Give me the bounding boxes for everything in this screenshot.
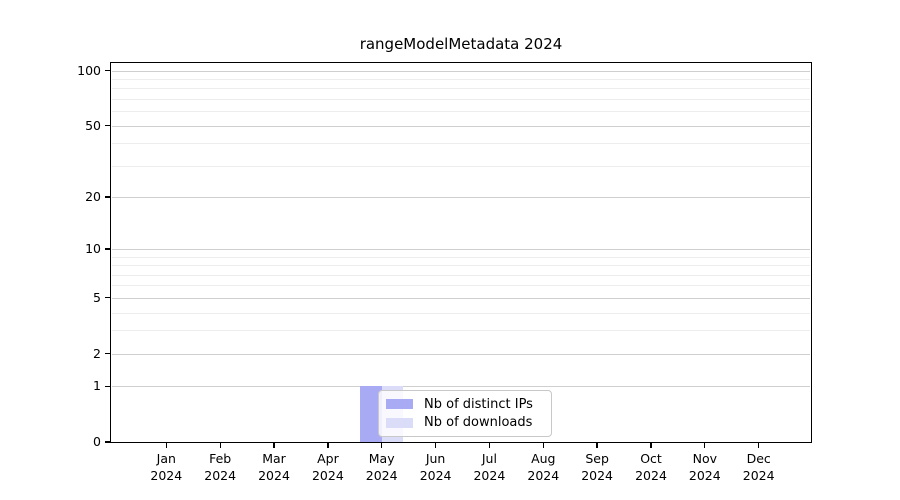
gridline-major-y10 <box>112 249 810 250</box>
gridline-minor-y80 <box>112 88 810 90</box>
x-tick-year: 2024 <box>311 467 344 483</box>
legend-label: Nb of downloads <box>424 415 533 431</box>
gridline-minor-y60 <box>112 111 810 113</box>
x-tick-label: Mar 2024 <box>246 451 302 484</box>
x-tick-label: Feb 2024 <box>192 451 248 484</box>
x-tick-label: Aug 2024 <box>515 451 571 484</box>
x-tick-year: 2024 <box>258 467 290 483</box>
x-tick-label: May 2024 <box>354 451 410 484</box>
y-tick-mark-0 <box>105 441 110 443</box>
x-tick-label: Nov 2024 <box>677 451 733 484</box>
x-tick-label: Jan 2024 <box>138 451 194 484</box>
gridline-minor-y30 <box>112 165 810 167</box>
y-tick-label: 100 <box>77 62 101 78</box>
x-tick-mark-jun <box>434 443 437 448</box>
gridline-minor-y70 <box>112 99 810 100</box>
y-tick-mark-100 <box>105 69 110 72</box>
gridline-minor-y90 <box>112 79 810 80</box>
x-tick-year: 2024 <box>581 467 613 483</box>
y-tick-mark-50 <box>105 124 110 127</box>
y-tick-label: 10 <box>85 241 101 256</box>
x-tick-year: 2024 <box>635 467 667 483</box>
gridline-major-y20 <box>112 197 810 198</box>
x-tick-mark-oct <box>650 443 652 448</box>
y-tick-mark-20 <box>105 196 110 198</box>
gridline-major-y1 <box>112 386 810 388</box>
chart-title: rangeModelMetadata 2024 <box>359 35 563 53</box>
y-tick-label: 50 <box>85 117 101 133</box>
x-tick-mark-aug <box>542 443 544 448</box>
y-tick-label: 0 <box>93 434 101 449</box>
gridline-minor-y3 <box>112 330 810 332</box>
x-tick-month: Jan <box>156 451 176 466</box>
legend-label: Nb of distinct IPs <box>424 396 533 412</box>
x-tick-year: 2024 <box>742 467 775 483</box>
gridline-minor-y7 <box>112 274 810 276</box>
x-tick-mark-jan <box>165 443 167 448</box>
x-tick-label: Jul 2024 <box>461 451 517 484</box>
x-tick-mark-sep <box>596 443 598 448</box>
gridline-major-y2 <box>112 353 810 355</box>
legend-item-downloads: Nb of downloads <box>386 415 543 430</box>
x-tick-label: Jun 2024 <box>408 451 464 484</box>
y-tick-mark-2 <box>105 352 110 355</box>
x-tick-month: May <box>368 451 395 466</box>
y-tick-mark-10 <box>105 248 110 250</box>
legend: Nb of distinct IPs Nb of downloads <box>378 390 552 437</box>
x-tick-mark-jul <box>488 443 491 448</box>
x-tick-mark-may <box>381 443 383 448</box>
gridline-minor-y6 <box>112 285 810 287</box>
gridline-minor-y9 <box>112 256 810 258</box>
x-tick-year: 2024 <box>527 467 560 483</box>
x-tick-month: Dec <box>746 451 771 466</box>
x-tick-label: Sep 2024 <box>569 451 625 484</box>
x-tick-year: 2024 <box>365 467 398 483</box>
gridline-minor-y8 <box>112 265 810 267</box>
legend-swatch-distinct-ips <box>386 399 413 410</box>
x-tick-month: Sep <box>585 451 609 466</box>
x-tick-month: Feb <box>209 451 232 466</box>
x-tick-mark-apr <box>327 443 329 448</box>
gridline-minor-y40 <box>112 143 810 145</box>
y-tick-label: 1 <box>93 378 101 394</box>
x-tick-month: Jun <box>425 451 446 466</box>
y-tick-mark-1 <box>105 385 110 387</box>
x-tick-month: Oct <box>640 451 662 466</box>
x-tick-month: Aug <box>531 451 556 466</box>
legend-swatch-downloads <box>386 417 413 428</box>
legend-item-distinct-ips: Nb of distinct IPs <box>386 397 543 412</box>
y-tick-mark-5 <box>105 297 110 299</box>
gridline-major-y5 <box>112 297 810 299</box>
gridline-major-y50 <box>112 125 810 127</box>
x-tick-mark-nov <box>704 443 706 448</box>
y-tick-label: 5 <box>93 289 101 305</box>
x-tick-mark-mar <box>273 443 275 448</box>
bar-distinct-ips-may <box>360 386 382 442</box>
x-tick-year: 2024 <box>204 467 237 483</box>
x-tick-mark-dec <box>758 443 760 448</box>
x-tick-month: Apr <box>317 451 339 466</box>
gridline-minor-y4 <box>112 312 810 314</box>
x-tick-label: Apr 2024 <box>300 451 356 484</box>
y-tick-label: 20 <box>85 189 101 204</box>
x-tick-year: 2024 <box>473 467 506 483</box>
x-tick-year: 2024 <box>419 467 452 483</box>
x-tick-label: Oct 2024 <box>623 451 679 484</box>
x-tick-year: 2024 <box>150 467 183 483</box>
x-tick-month: Mar <box>262 451 286 466</box>
x-tick-month: Nov <box>692 451 717 466</box>
y-tick-label: 2 <box>93 345 101 361</box>
x-tick-label: Dec 2024 <box>731 451 787 484</box>
x-tick-month: Jul <box>481 451 497 466</box>
x-tick-mark-feb <box>219 443 221 448</box>
gridline-major-y100 <box>112 70 810 72</box>
x-tick-year: 2024 <box>688 467 721 483</box>
